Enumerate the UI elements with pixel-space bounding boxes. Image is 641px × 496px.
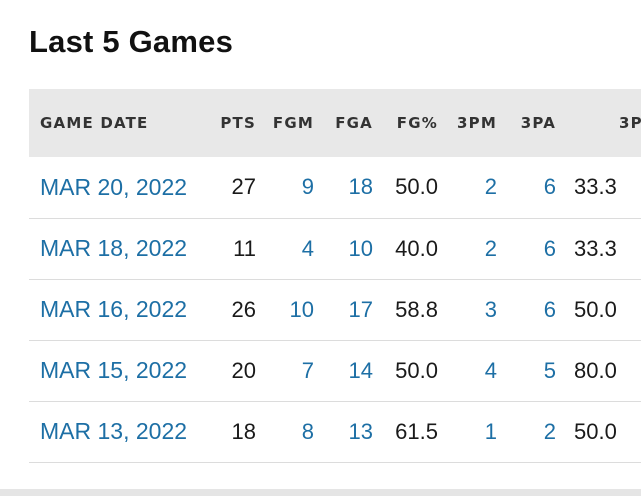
table-header-row: GAME DATE PTS FGM FGA FG% 3PM 3PA 3P% (29, 89, 641, 157)
3pa-link[interactable]: 5 (543, 357, 556, 383)
3p-pct-cell: 50.0 (574, 418, 617, 444)
fga-link[interactable]: 10 (348, 235, 373, 261)
game-date-link[interactable]: MAR 13, 2022 (40, 418, 188, 444)
3pa-link[interactable]: 6 (543, 235, 556, 261)
3p-pct-cell: 50.0 (574, 296, 617, 322)
fga-link[interactable]: 17 (348, 296, 373, 322)
fgm-link[interactable]: 8 (301, 418, 314, 444)
3pm-link[interactable]: 4 (484, 357, 497, 383)
header-3p-pct[interactable]: 3P% (618, 114, 641, 132)
fg-pct-cell: 40.0 (395, 235, 438, 261)
pts-cell: 18 (231, 418, 256, 444)
3pa-link[interactable]: 6 (543, 174, 556, 200)
game-log-table-container[interactable]: GAME DATE PTS FGM FGA FG% 3PM 3PA 3P% MA… (29, 89, 641, 464)
3pm-link[interactable]: 2 (484, 235, 497, 261)
bottom-divider (0, 489, 641, 496)
3p-pct-cell: 33.3 (574, 174, 617, 200)
header-fg-pct[interactable]: FG% (396, 114, 438, 132)
header-3pa[interactable]: 3PA (520, 114, 556, 132)
fgm-link[interactable]: 4 (301, 235, 314, 261)
game-log-table: GAME DATE PTS FGM FGA FG% 3PM 3PA 3P% MA… (29, 89, 641, 463)
3p-pct-cell: 33.3 (574, 235, 617, 261)
fg-pct-cell: 58.8 (395, 296, 438, 322)
3pa-link[interactable]: 2 (543, 418, 556, 444)
table-row: MAR 15, 2022 20 7 14 50.0 4 5 80.0 (29, 340, 641, 401)
game-date-link[interactable]: MAR 16, 2022 (40, 296, 188, 322)
game-date-link[interactable]: MAR 15, 2022 (40, 357, 188, 383)
table-row: MAR 13, 2022 18 8 13 61.5 1 2 50.0 (29, 401, 641, 462)
table-row: MAR 16, 2022 26 10 17 58.8 3 6 50.0 (29, 279, 641, 340)
fga-link[interactable]: 18 (348, 174, 373, 200)
fg-pct-cell: 61.5 (395, 418, 438, 444)
game-date-link[interactable]: MAR 18, 2022 (40, 235, 188, 261)
fg-pct-cell: 50.0 (395, 174, 438, 200)
header-3pm[interactable]: 3PM (457, 114, 497, 132)
header-game-date[interactable]: GAME DATE (40, 114, 149, 132)
3pm-link[interactable]: 3 (484, 296, 497, 322)
fg-pct-cell: 50.0 (395, 357, 438, 383)
fgm-link[interactable]: 9 (301, 174, 314, 200)
header-fgm[interactable]: FGM (272, 114, 314, 132)
3pm-link[interactable]: 2 (484, 174, 497, 200)
fgm-link[interactable]: 7 (301, 357, 314, 383)
section-title: Last 5 Games (29, 24, 234, 59)
pts-cell: 26 (231, 296, 256, 322)
table-row: MAR 20, 2022 27 9 18 50.0 2 6 33.3 (29, 157, 641, 218)
table-row: MAR 18, 2022 11 4 10 40.0 2 6 33.3 (29, 218, 641, 279)
fga-link[interactable]: 13 (348, 418, 373, 444)
fga-link[interactable]: 14 (348, 357, 373, 383)
pts-cell: 27 (231, 174, 256, 200)
3p-pct-cell: 80.0 (574, 357, 617, 383)
header-pts[interactable]: PTS (220, 114, 256, 132)
3pm-link[interactable]: 1 (484, 418, 497, 444)
pts-cell: 20 (231, 357, 256, 383)
header-fga[interactable]: FGA (335, 114, 373, 132)
fgm-link[interactable]: 10 (289, 296, 314, 322)
pts-cell: 11 (233, 235, 256, 261)
3pa-link[interactable]: 6 (543, 296, 556, 322)
game-date-link[interactable]: MAR 20, 2022 (40, 173, 188, 200)
